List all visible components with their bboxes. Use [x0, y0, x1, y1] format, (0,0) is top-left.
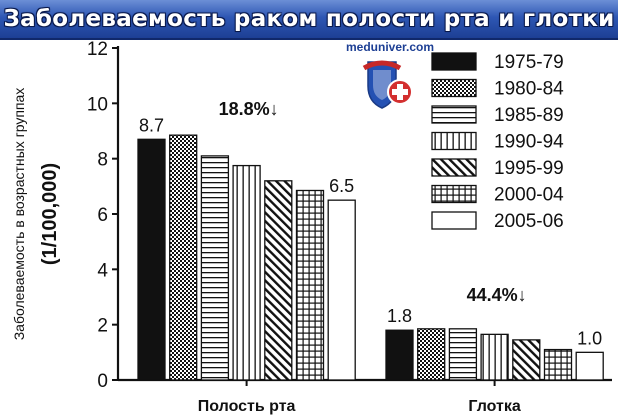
y-tick-label: 6 [97, 205, 108, 226]
bar [169, 134, 198, 381]
legend-swatch [431, 105, 477, 124]
legend-swatch [431, 52, 477, 71]
bar [417, 328, 446, 381]
x-category-label: Глотка [468, 398, 520, 415]
watermark-text: meduniver.com [345, 40, 435, 54]
legend-swatch [431, 78, 477, 98]
bar [232, 164, 261, 381]
annotation-label: 44.4%↓ [467, 285, 527, 305]
y-axis-label-units: (1/100,000) [39, 163, 61, 265]
legend-swatch [431, 184, 477, 204]
x-category-label: Полость рта [198, 398, 296, 415]
data-label: 8.7 [139, 115, 164, 135]
bar [385, 329, 414, 381]
legend-swatch [431, 131, 477, 151]
bar [512, 339, 541, 381]
y-tick-label: 12 [87, 39, 108, 60]
legend-swatch [431, 158, 477, 177]
bar [264, 180, 293, 381]
bar [543, 348, 573, 381]
bar [575, 351, 604, 381]
legend-label: 1985-89 [494, 105, 564, 126]
bar [295, 189, 325, 381]
legend-label: 2005-06 [494, 211, 564, 232]
legend-label: 1990-94 [494, 132, 564, 153]
y-tick-label: 2 [97, 316, 108, 337]
legend-label: 2000-04 [494, 185, 564, 206]
bar [448, 328, 478, 381]
data-label: 6.5 [329, 176, 354, 196]
data-label: 1.0 [577, 328, 602, 348]
legend-label: 1980-84 [494, 79, 564, 100]
legend-label: 1975-79 [494, 52, 564, 73]
bar [137, 138, 166, 381]
page-title: Заболеваемость раком полости рта и глотк… [3, 6, 615, 32]
legend-label: 1995-99 [494, 158, 564, 179]
y-tick-label: 10 [87, 94, 108, 115]
bar [200, 155, 230, 381]
y-axis-label: Заболеваемость в возрастных группах [11, 88, 27, 341]
shield-cross-icon [362, 60, 413, 109]
bar [327, 199, 356, 381]
y-tick-label: 4 [97, 260, 108, 281]
title-bar [0, 0, 618, 40]
data-label: 1.8 [387, 306, 412, 326]
annotation-label: 18.8%↓ [219, 99, 279, 119]
y-tick-label: 8 [97, 150, 108, 171]
y-tick-label: 0 [97, 371, 108, 392]
bar [480, 333, 509, 381]
legend-swatch [431, 211, 477, 230]
